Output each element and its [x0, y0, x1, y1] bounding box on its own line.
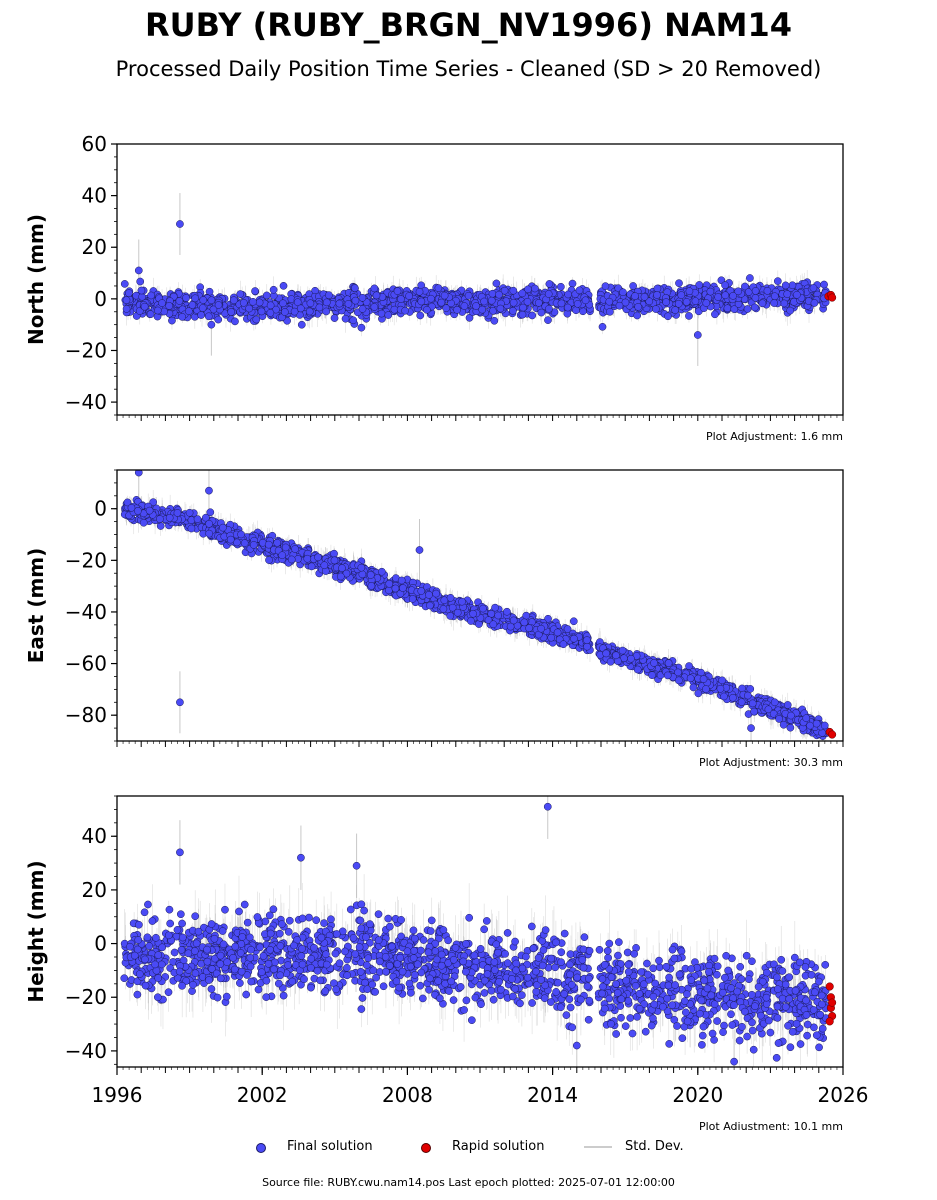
- plot-area-1: [120, 470, 837, 741]
- final-solution-marker: [256, 1143, 266, 1153]
- x-tick-label: 2026: [818, 1083, 869, 1107]
- legend-sd-label: Std. Dev.: [625, 1139, 684, 1154]
- y-tick-label: 0: [94, 932, 107, 956]
- chart-subtitle: Processed Daily Position Time Series - C…: [115, 57, 822, 81]
- y-tick-label: 40: [82, 184, 107, 208]
- time-series-plots: −40 −20 0 20 40 60 North (mm) Plot Adjustment: …: [24, 132, 869, 1130]
- x-tick-label: 2020: [672, 1083, 723, 1107]
- x-tick-label: 2002: [237, 1083, 288, 1107]
- y-tick-label: −80: [65, 703, 107, 727]
- y-axis-label: North (mm): [24, 214, 48, 345]
- final-solution-points-0: [120, 220, 830, 339]
- rapid-solution-marker: [421, 1143, 431, 1153]
- y-tick-label: −20: [65, 548, 107, 572]
- y-tick-label: −40: [65, 600, 107, 624]
- y-tick-label: 0: [94, 497, 107, 521]
- y-tick-label: −40: [65, 390, 107, 414]
- y-tick-label: 40: [82, 824, 107, 848]
- plot-area-2: [120, 796, 837, 1067]
- panel-frame-0: [116, 143, 844, 416]
- legend: Final solution Rapid solution Std. Dev.: [0, 1137, 937, 1157]
- panel-0: −40 −20 0 20 40 60 North (mm) Plot Adjustment: …: [24, 132, 844, 443]
- y-tick-label: −40: [65, 1039, 107, 1063]
- plot-adjustment-label: Plot Adjustment: 1.6 mm: [706, 430, 843, 443]
- x-tick-label: 2008: [382, 1083, 433, 1107]
- y-tick-label: 20: [82, 878, 107, 902]
- y-axis-label: Height (mm): [24, 860, 48, 1002]
- legend-rapid-label: Rapid solution: [452, 1139, 545, 1154]
- y-tick-label: −20: [65, 338, 107, 362]
- x-tick-label: 1996: [92, 1083, 143, 1107]
- final-solution-points-2: [120, 802, 830, 1066]
- y-tick-label: 20: [82, 235, 107, 259]
- chart-title: RUBY (RUBY_BRGN_NV1996) NAM14: [144, 6, 792, 44]
- x-tick-label: 2014: [527, 1083, 578, 1107]
- plot-area-0: [120, 193, 837, 366]
- source-footer: Source file: RUBY.cwu.nam14.pos Last epo…: [262, 1176, 675, 1189]
- std-dev-line-marker: [584, 1146, 612, 1148]
- final-solution-points-1: [120, 470, 830, 740]
- y-tick-label: 0: [94, 287, 107, 311]
- rapid-solution-points-0: [824, 290, 837, 302]
- y-tick-label: −20: [65, 985, 107, 1009]
- plot-adjustment-label: Plot Adjustment: 10.1 mm: [699, 1120, 843, 1130]
- y-axis-label: East (mm): [24, 548, 48, 664]
- rapid-solution-points-2: [825, 982, 837, 1026]
- legend-final-label: Final solution: [287, 1139, 373, 1154]
- y-tick-label: −60: [65, 652, 107, 676]
- panel-2: −40 −20 0 20 40 1996 2002 2008 2014 2020 2026 Heigh…: [24, 795, 869, 1130]
- y-tick-label: 60: [82, 132, 107, 156]
- rapid-solution-points-1: [825, 727, 837, 739]
- plot-adjustment-label: Plot Adjustment: 30.3 mm: [699, 756, 843, 769]
- panel-1: −80 −60 −40 −20 0 East (mm) Plot Adjustment: 3…: [24, 469, 844, 769]
